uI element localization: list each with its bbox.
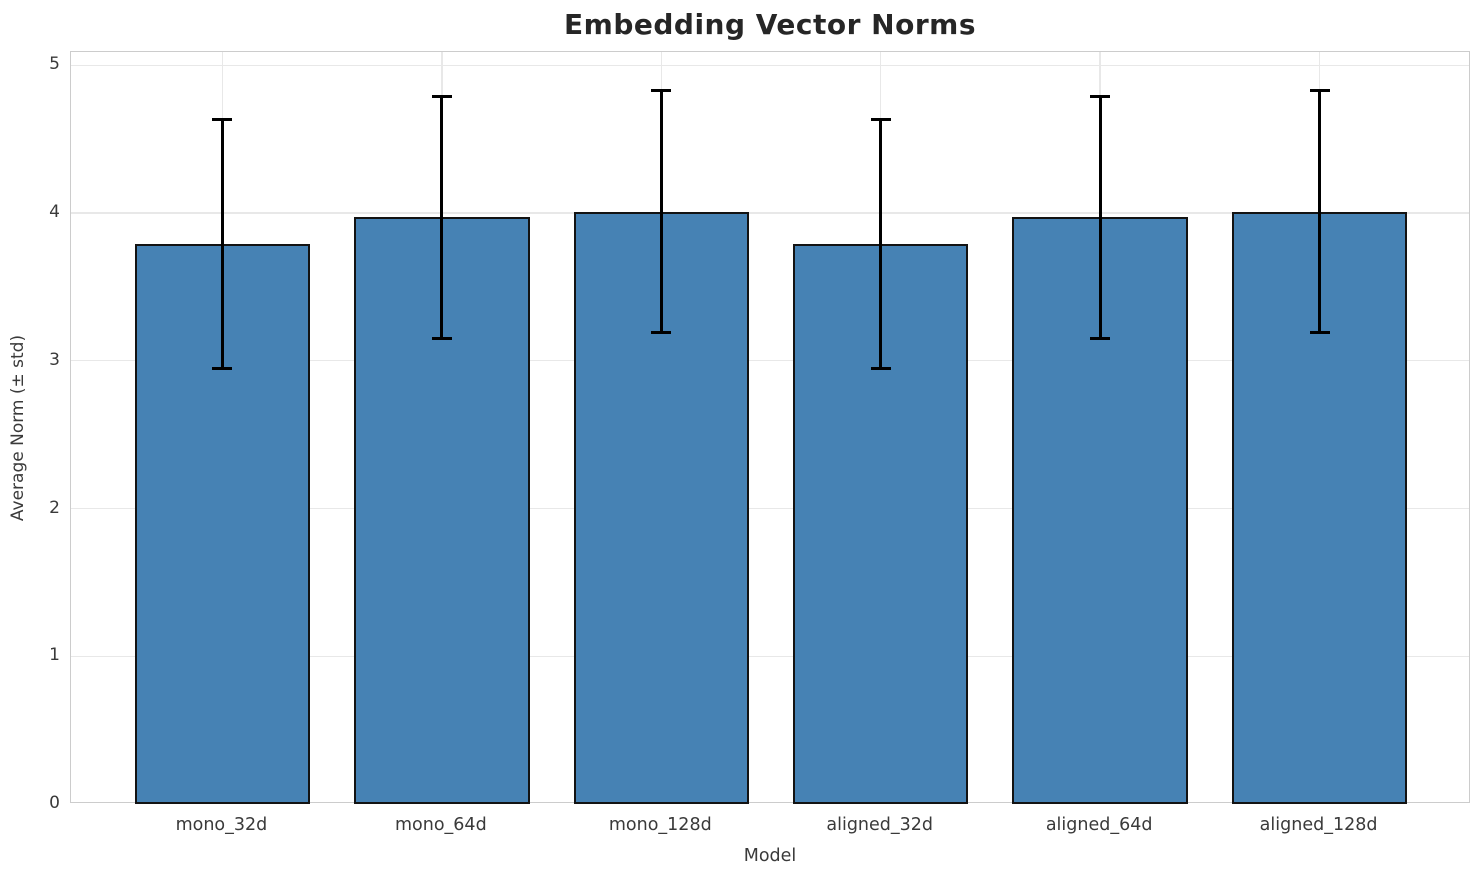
- error-bar-cap: [431, 337, 452, 341]
- error-bar-cap: [212, 118, 233, 122]
- chart-title: Embedding Vector Norms: [564, 8, 976, 41]
- plot-area: [70, 51, 1470, 804]
- x-tick-label: aligned_128d: [1259, 815, 1378, 835]
- y-gridline: [71, 655, 1469, 657]
- y-gridline: [71, 360, 1469, 362]
- error-bar-cap: [1309, 331, 1330, 335]
- error-bar-line: [440, 96, 444, 339]
- error-bar-line: [220, 119, 224, 369]
- error-bar-cap: [431, 94, 452, 98]
- x-tick-label: aligned_64d: [1045, 815, 1153, 835]
- error-bar-cap: [1309, 88, 1330, 92]
- error-bar-cap: [870, 366, 891, 370]
- error-bar-cap: [651, 88, 672, 92]
- y-tick-label: 0: [49, 793, 60, 813]
- x-tick-label: mono_64d: [395, 815, 487, 835]
- x-axis-label: Model: [743, 846, 797, 866]
- y-tick-label: 3: [49, 349, 60, 370]
- error-bar-cap: [651, 331, 672, 335]
- error-bar-cap: [212, 366, 233, 370]
- x-tick-label: mono_128d: [608, 815, 712, 835]
- y-tick-label: 1: [49, 645, 60, 666]
- error-bar-cap: [870, 118, 891, 122]
- x-tick-label: mono_32d: [175, 815, 268, 835]
- error-bar-line: [1318, 90, 1322, 333]
- error-bar-line: [879, 119, 883, 369]
- y-tick-label: 4: [49, 202, 60, 223]
- x-tick-label: aligned_32d: [826, 815, 934, 835]
- y-tick-label: 5: [49, 54, 60, 75]
- y-gridline: [71, 507, 1469, 510]
- y-tick-label: 2: [49, 497, 60, 518]
- y-gridline: [71, 64, 1469, 66]
- error-bar-cap: [1090, 94, 1111, 98]
- y-gridline: [71, 212, 1469, 214]
- error-bar-cap: [1090, 337, 1111, 341]
- error-bar-line: [1098, 96, 1102, 339]
- error-bar-line: [659, 90, 663, 333]
- y-axis-label: Average Norm (± std): [8, 334, 28, 522]
